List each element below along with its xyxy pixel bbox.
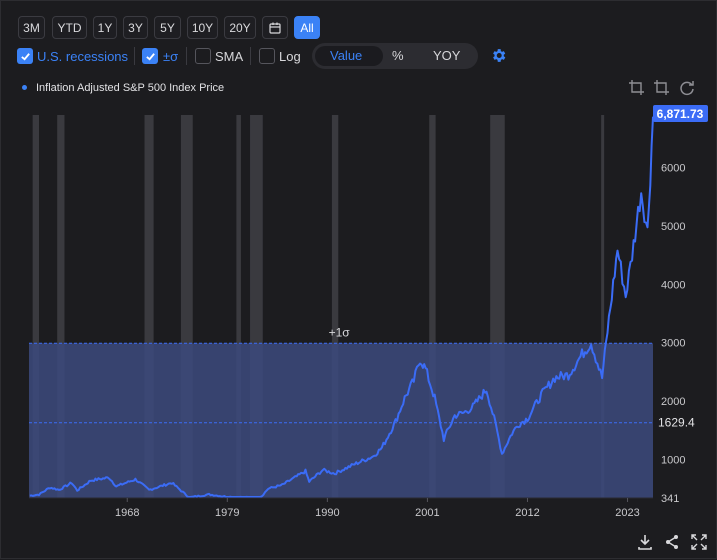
range-button-3m[interactable]: 3M (18, 16, 45, 39)
sigma-checkbox[interactable] (142, 48, 158, 64)
crop-reset-icon[interactable] (653, 79, 671, 97)
view-mode-yoy[interactable]: YOY (433, 48, 461, 63)
view-mode-value[interactable]: Value (330, 48, 363, 63)
min-value-label: 341 (661, 493, 679, 505)
download-icon[interactable] (637, 534, 653, 550)
legend-series-name: Inflation Adjusted S&P 500 Index Price (36, 82, 225, 94)
checkmark-icon (20, 52, 30, 61)
x-tick-label: 1990 (315, 507, 339, 519)
mean-value-label: 1629.4 (658, 416, 695, 430)
recession-bar (601, 115, 605, 498)
range-button-3y[interactable]: 3Y (123, 16, 148, 39)
range-button-20y[interactable]: 20Y (224, 16, 256, 39)
y-tick-label: 3000 (661, 338, 685, 350)
share-icon[interactable] (664, 534, 680, 550)
checkmark-icon (145, 52, 155, 61)
fullscreen-icon[interactable] (691, 534, 707, 550)
x-tick-label: 2001 (415, 507, 439, 519)
recession-bar (236, 115, 241, 498)
log-label[interactable]: Log (279, 49, 301, 64)
y-tick-label: 4000 (661, 279, 685, 291)
x-tick-label: 2023 (615, 507, 639, 519)
sigma-band-label: +1σ (329, 325, 351, 339)
y-tick-label: 1000 (661, 454, 685, 466)
recession-bar (57, 115, 65, 498)
range-button-5y[interactable]: 5Y (154, 16, 181, 39)
range-button-10y[interactable]: 10Y (187, 16, 218, 39)
y-tick-label: 2000 (661, 396, 685, 408)
x-tick-label: 1979 (215, 507, 239, 519)
x-tick-label: 1968 (115, 507, 139, 519)
toolbar-divider (250, 47, 251, 65)
refresh-icon[interactable] (678, 79, 696, 97)
view-mode-toggle: Value % YOY (312, 43, 478, 69)
x-axis: 1968 1979 1990 2001 2012 2023 (115, 498, 640, 519)
view-mode-selected-pill (315, 46, 383, 66)
recessions-checkbox[interactable] (17, 48, 33, 64)
settings-gear-icon[interactable] (490, 47, 507, 64)
range-button-ytd[interactable]: YTD (52, 16, 87, 39)
toolbar-divider (134, 47, 135, 65)
recession-bar (331, 115, 339, 498)
recession-bar (144, 115, 154, 498)
last-value-badge (653, 105, 708, 122)
y-tick-label: 5000 (661, 221, 685, 233)
range-button-1y[interactable]: 1Y (93, 16, 117, 39)
calendar-button[interactable] (262, 16, 288, 39)
sma-label[interactable]: SMA (215, 49, 244, 64)
calendar-icon (269, 22, 281, 34)
sma-checkbox[interactable] (195, 48, 211, 64)
view-mode-percent[interactable]: % (392, 48, 404, 63)
x-tick-label: 2012 (515, 507, 539, 519)
range-button-all[interactable]: All (294, 16, 320, 39)
legend-dot (22, 85, 27, 90)
recession-bar (429, 115, 436, 498)
price-line (29, 116, 654, 498)
crop-icon[interactable] (628, 79, 646, 97)
last-value-label: 6,871.73 (657, 107, 704, 121)
toolbar-divider (186, 47, 187, 65)
sigma-band (29, 343, 653, 498)
y-tick-label: 6000 (661, 163, 685, 175)
recessions-label[interactable]: U.S. recessions (37, 49, 129, 64)
recession-bar (180, 115, 193, 498)
y-axis: 1000 2000 3000 4000 5000 6000 (661, 163, 685, 467)
log-checkbox[interactable] (259, 48, 275, 64)
recession-bar (32, 115, 40, 498)
sigma-label[interactable]: ±σ (163, 49, 179, 64)
